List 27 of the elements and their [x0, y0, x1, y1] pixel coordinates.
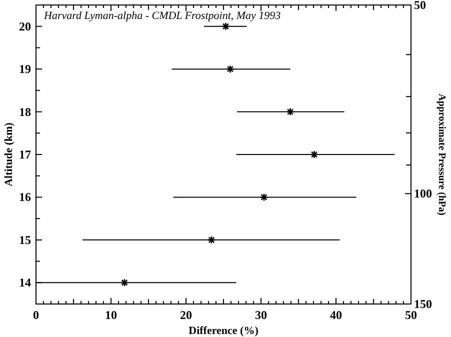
y2-tick-label: 50 — [414, 0, 426, 12]
y-axis-title: Altitude (km) — [3, 122, 15, 186]
y2-tick-label: 150 — [414, 297, 432, 311]
point — [120, 278, 129, 287]
y-tick-label: 15 — [19, 232, 31, 247]
x-tick-label: 40 — [330, 308, 342, 322]
x-axis-title: Difference (%) — [188, 325, 259, 337]
y-tick-label: 20 — [19, 19, 31, 34]
text: Harvard Lyman-alpha - CMDL Frostpoint, May 1993 — [43, 10, 282, 22]
y-tick-label: 17 — [19, 148, 31, 162]
point — [207, 236, 216, 244]
y-tick-label: 14 — [19, 276, 31, 290]
point — [260, 193, 268, 202]
y-tick-label: 19 — [19, 62, 31, 76]
x-tick-label: 10 — [105, 308, 117, 322]
x-tick-label: 30 — [255, 308, 267, 322]
y-tick-label: 16 — [19, 190, 31, 204]
y2-axis-title: Approximate Pressure (hPa) — [436, 94, 447, 216]
x-tick-label: 0 — [33, 308, 39, 322]
y-tick-label: 18 — [19, 104, 31, 119]
point — [226, 64, 234, 74]
point — [286, 108, 294, 116]
y2-tick-label: 100 — [414, 186, 432, 201]
point — [310, 150, 318, 159]
x-tick-label: 20 — [180, 308, 192, 322]
x-tick-label: 50 — [405, 308, 417, 322]
point — [222, 22, 230, 31]
